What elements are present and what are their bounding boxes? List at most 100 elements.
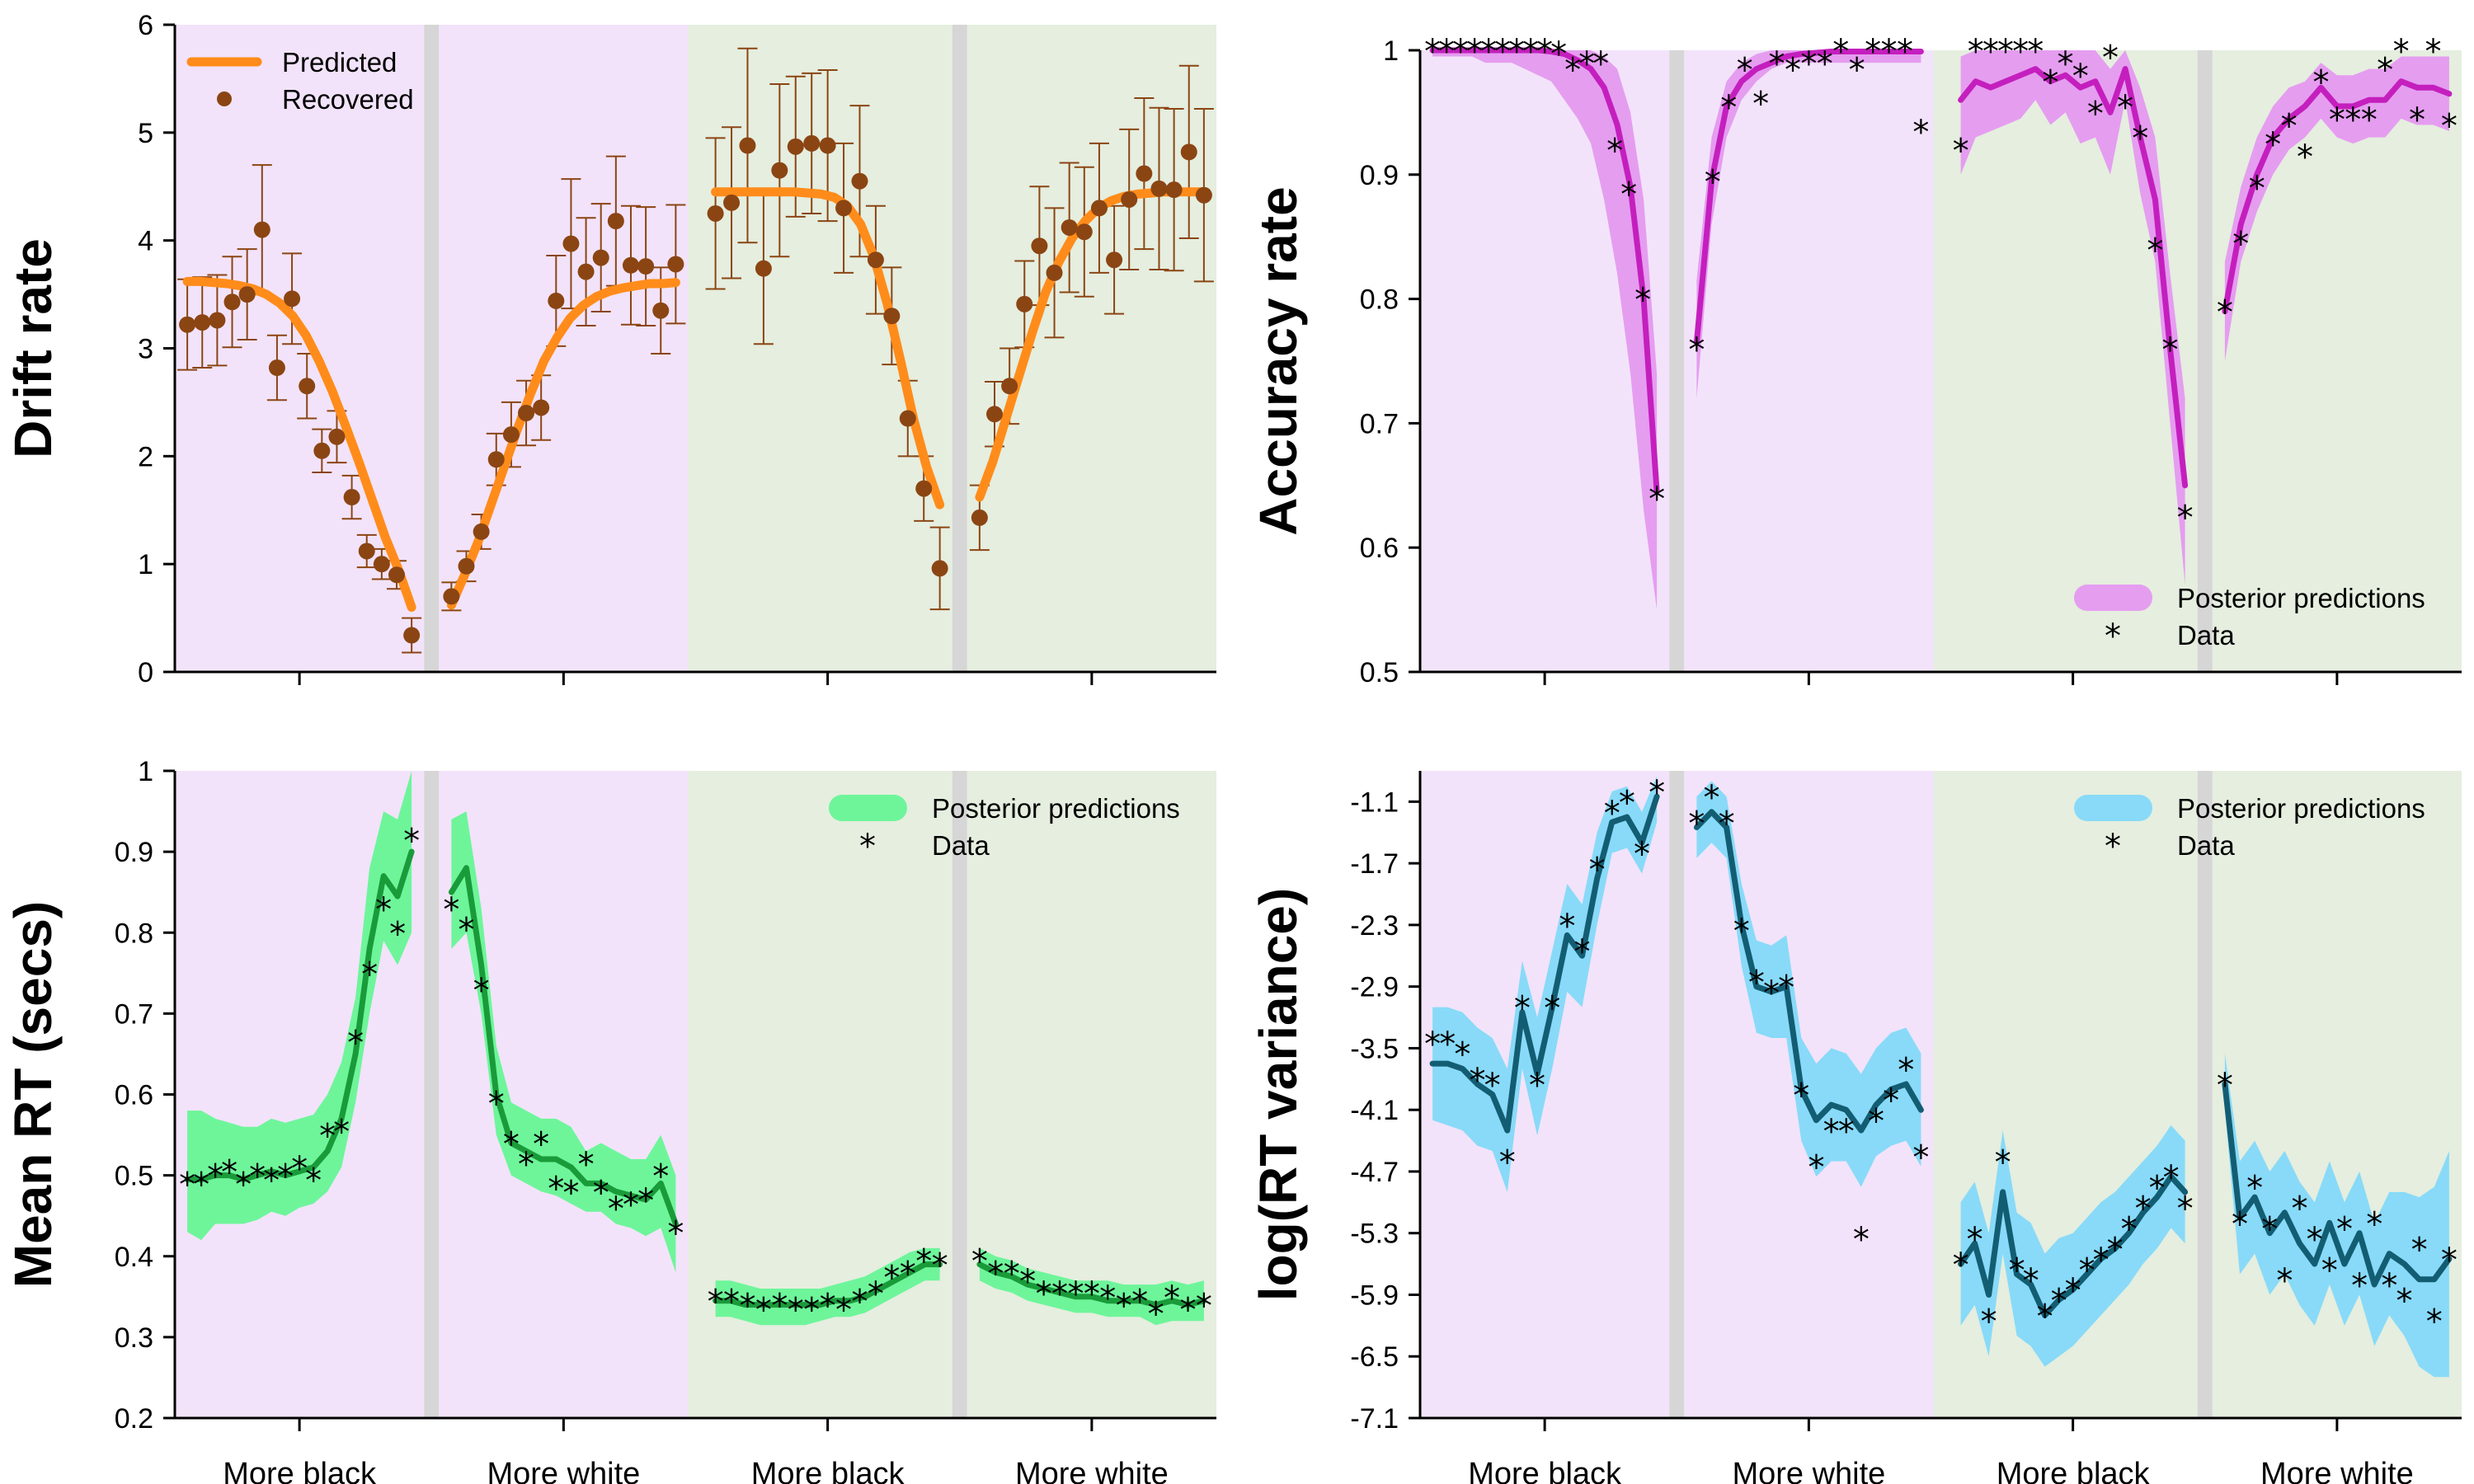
data-point: * (2441, 107, 2458, 145)
data-point: * (835, 1292, 852, 1330)
series-line (2222, 1081, 2453, 1288)
series-line (711, 187, 945, 510)
data-point (577, 263, 595, 280)
data-point: * (1508, 33, 1525, 71)
data-point: * (1703, 779, 1719, 817)
data-point: * (1536, 33, 1553, 71)
data-point: * (1953, 1247, 1969, 1284)
data-point: * (1578, 45, 1595, 83)
y-tick-label: 0.4 (115, 1242, 153, 1273)
data-point: * (1131, 1284, 1148, 1322)
data-point: * (637, 1182, 654, 1220)
x-category-label: More white (1732, 1457, 1885, 1484)
legend-marker-swatch: * (2105, 828, 2121, 866)
y-tick-label: 0.6 (1360, 533, 1399, 564)
data-point: * (1995, 1144, 2011, 1181)
data-point (723, 194, 741, 211)
data-point: * (578, 1146, 595, 1184)
data-point (562, 235, 580, 252)
data-point: * (1849, 52, 1865, 90)
data-point: * (2217, 1067, 2233, 1105)
posterior-band (1960, 1125, 2185, 1367)
legend-label: Data (2177, 830, 2235, 861)
data-point: * (1868, 1103, 1884, 1141)
data-point (707, 204, 724, 222)
data-point: * (2297, 139, 2313, 176)
data-point: * (883, 1259, 900, 1297)
data-point (803, 134, 821, 152)
posterior-band (1696, 781, 1921, 1187)
data-point: * (193, 1166, 209, 1204)
legend: * Posterior predictions Data (2074, 583, 2425, 655)
y-tick-label: -3.5 (1350, 1033, 1399, 1064)
data-point: * (1480, 33, 1497, 71)
data-point: * (1573, 933, 1590, 971)
y-tick-label: 0.9 (1360, 160, 1399, 191)
data-point: * (868, 1275, 884, 1313)
data-point: * (1800, 45, 1817, 83)
data-point (358, 542, 375, 560)
legend-marker-swatch: * (2105, 618, 2121, 655)
series-line (184, 848, 415, 1182)
data-point (652, 302, 670, 319)
y-tick-label: 0.8 (1360, 284, 1399, 316)
data-point: * (1466, 33, 1483, 71)
posterior-band (979, 1247, 1204, 1326)
data-point: * (1853, 1221, 1870, 1259)
data-point (253, 221, 270, 238)
region-divider (2197, 50, 2213, 672)
data-point: * (2058, 45, 2074, 83)
region-divider (1669, 50, 1685, 672)
y-tick-label: -4.7 (1350, 1157, 1399, 1188)
background-region (688, 25, 703, 672)
data-point: * (1737, 52, 1753, 90)
data-point (502, 426, 520, 444)
data-point (592, 249, 609, 266)
data-point: * (755, 1292, 772, 1330)
data-point: * (1865, 33, 1881, 71)
legend: * Posterior predictions Data (2074, 793, 2425, 866)
data-point: * (1529, 1067, 1545, 1105)
data-point: * (263, 1162, 280, 1200)
data-point: * (2162, 331, 2179, 369)
legend-band-swatch (2074, 795, 2152, 821)
data-point: * (2281, 107, 2298, 145)
legend-marker-swatch: * (859, 828, 876, 866)
data-point (299, 378, 316, 395)
data-point: * (2232, 226, 2249, 264)
data-point: * (1424, 1026, 1441, 1064)
data-point: * (820, 1288, 836, 1326)
data-point: * (1883, 1082, 1899, 1120)
data-point: * (277, 1158, 294, 1196)
y-tick-label: -6.5 (1350, 1341, 1399, 1373)
data-point: * (2393, 33, 2410, 71)
region-divider (424, 771, 440, 1418)
data-point: * (2163, 1159, 2180, 1197)
y-tick-label: 0.3 (115, 1322, 153, 1354)
x-category-label: More white (1015, 1457, 1169, 1484)
data-point (518, 405, 535, 421)
data-point: * (1823, 1113, 1840, 1151)
data-point: * (1084, 1275, 1100, 1313)
data-point: * (1778, 970, 1794, 1007)
y-axis-title: log(RT variance) (1249, 888, 1308, 1301)
data-point (787, 138, 804, 155)
data-point: * (1438, 33, 1455, 71)
background-region (175, 25, 425, 672)
data-point: * (2312, 64, 2329, 102)
data-point: * (1688, 331, 1705, 369)
y-tick-label: 0.7 (115, 998, 153, 1030)
data-point (1046, 264, 1063, 281)
data-point: * (518, 1146, 534, 1184)
data-point: * (2217, 294, 2233, 332)
x-category-label: More black (1468, 1457, 1622, 1484)
data-point: * (2177, 500, 2194, 538)
data-point: * (1634, 836, 1650, 874)
y-tick-label: 0.8 (115, 918, 153, 949)
data-point: * (2037, 1298, 2053, 1336)
data-point (458, 557, 475, 575)
data-point: * (593, 1174, 609, 1212)
y-tick-label: -5.9 (1350, 1280, 1399, 1311)
data-point (1136, 165, 1153, 182)
series-line (446, 278, 680, 610)
